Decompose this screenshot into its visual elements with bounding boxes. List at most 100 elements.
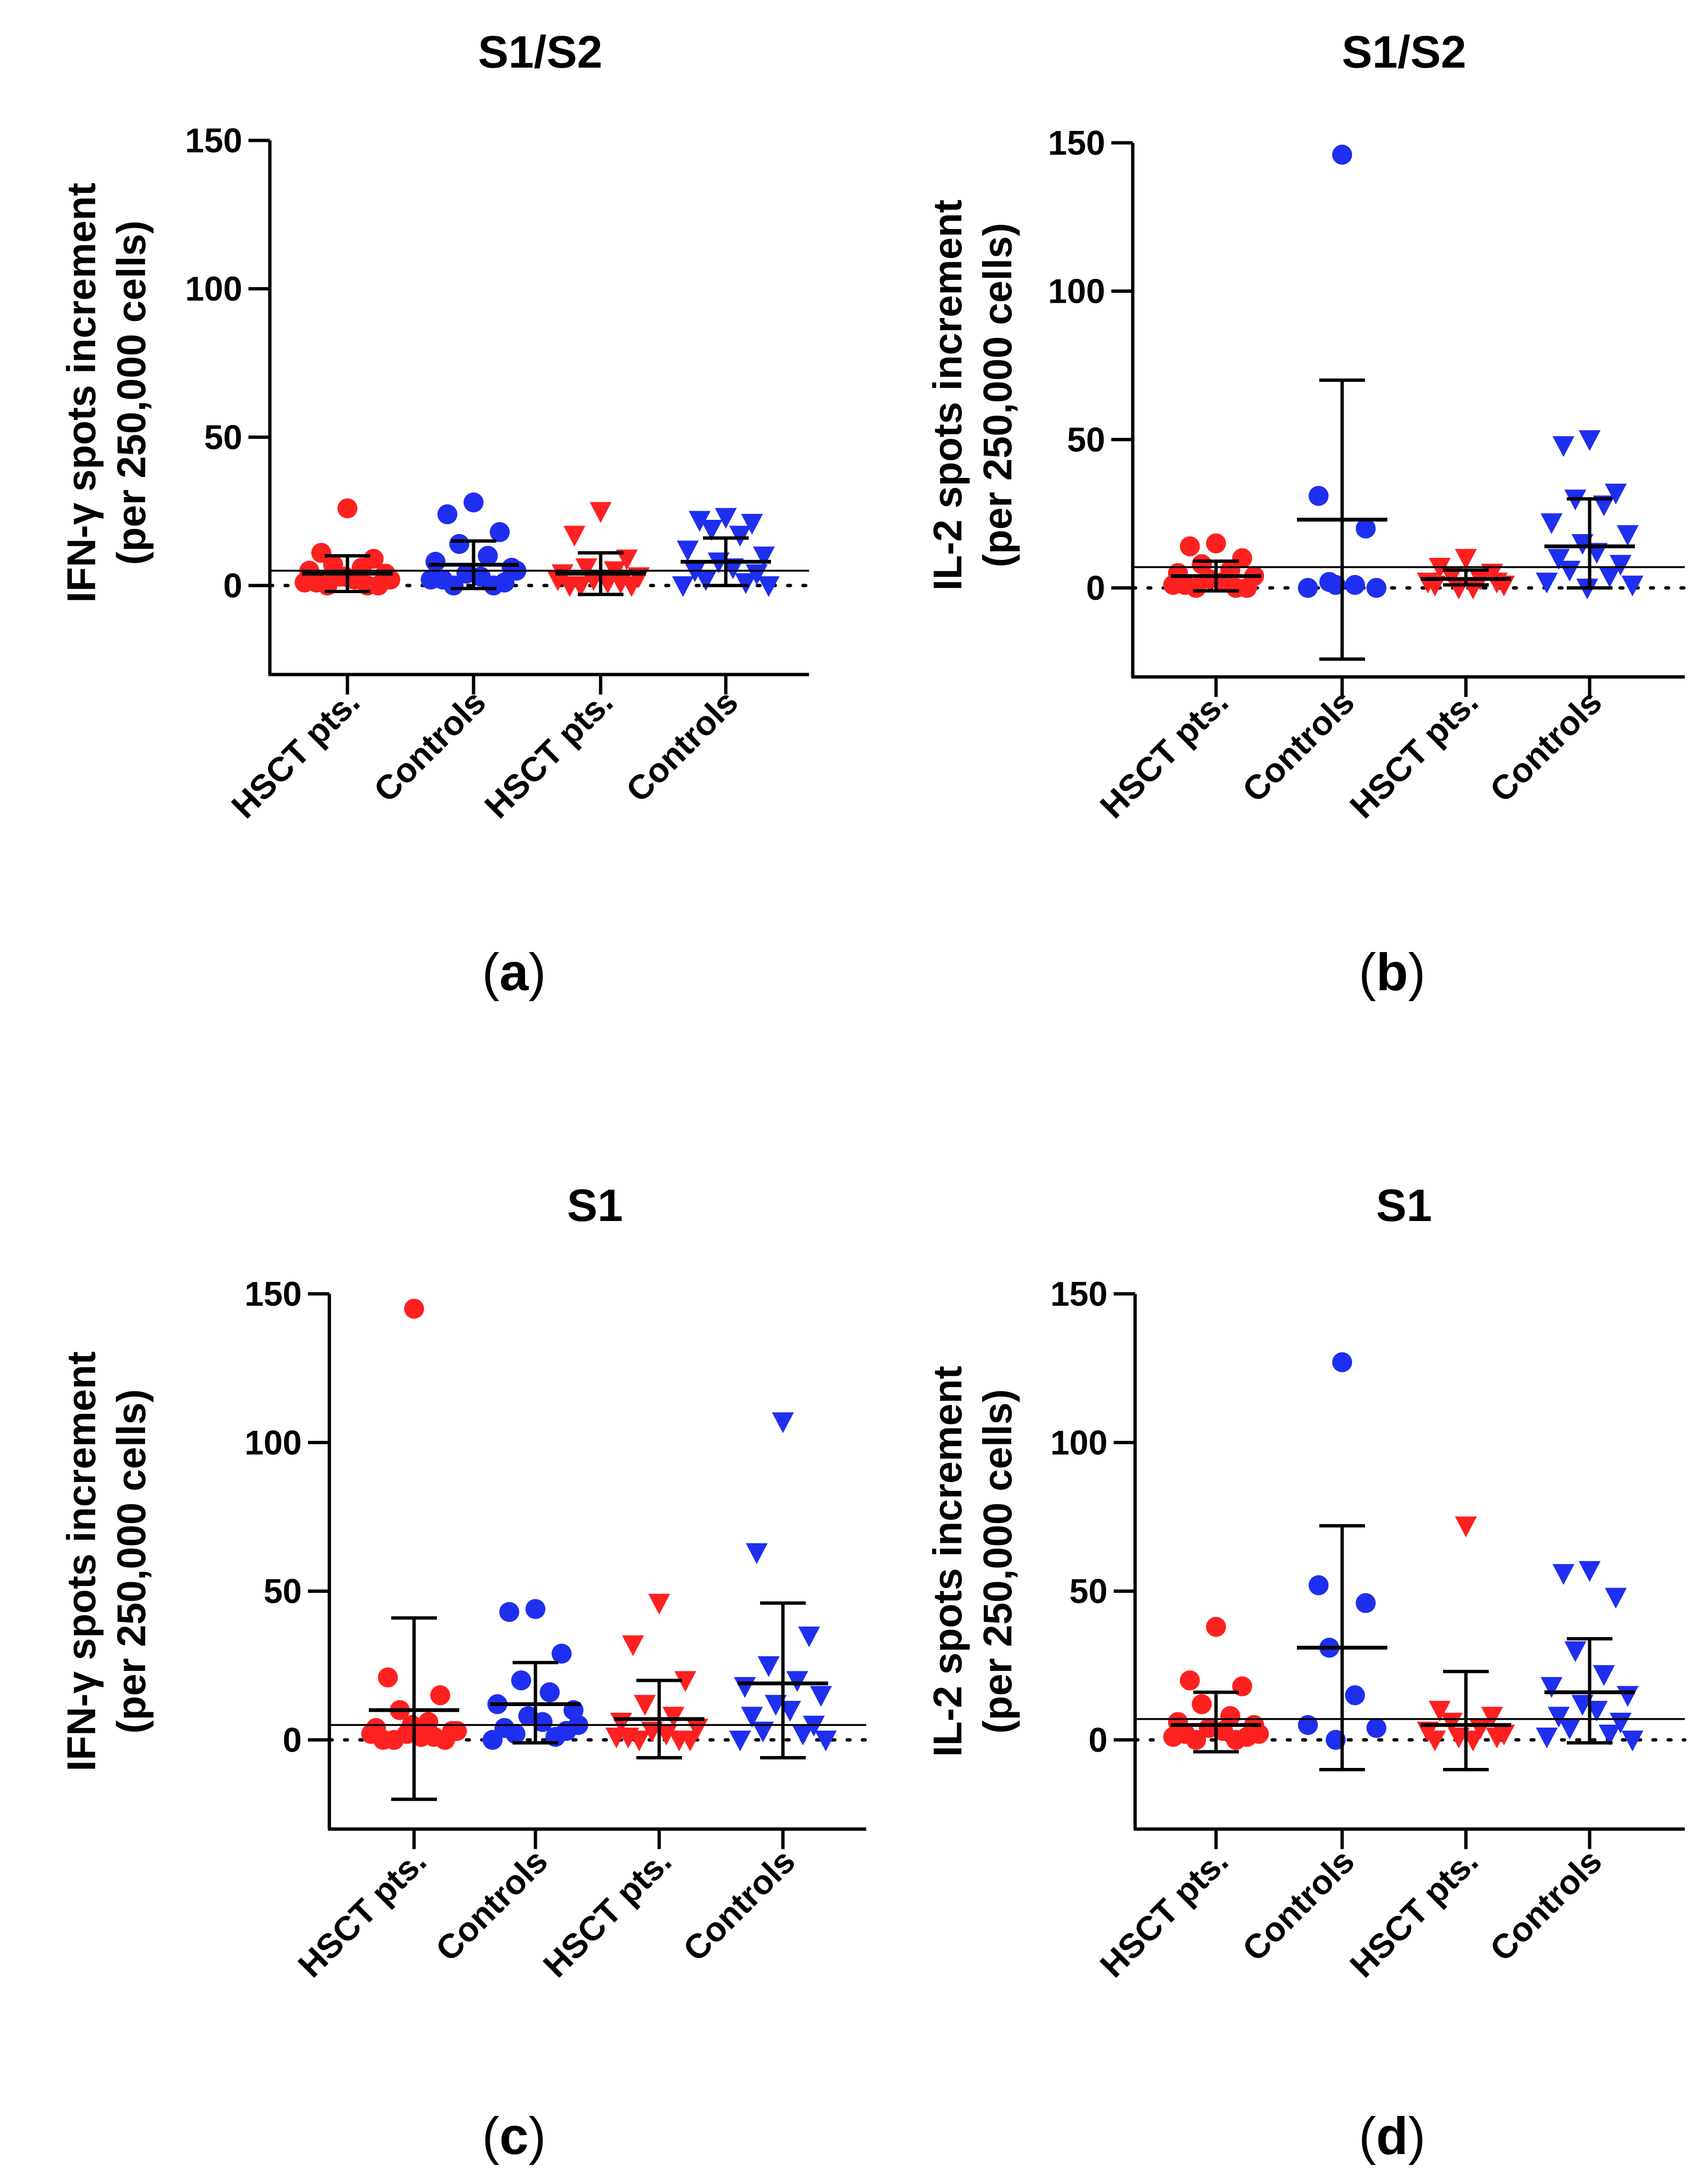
chart-title: S1/S2: [1342, 27, 1466, 78]
data-point: [605, 1727, 627, 1748]
data-point: [1186, 1730, 1206, 1750]
data-point: [1455, 1516, 1477, 1538]
chart-title: S1: [567, 1180, 623, 1231]
x-category-label: HSCT pts.: [224, 683, 367, 826]
data-point: [404, 1299, 424, 1319]
data-point: [672, 576, 694, 597]
data-point: [616, 549, 638, 571]
data-series-1: [361, 1299, 467, 1801]
data-point: [1163, 575, 1183, 595]
y-tick-label: 0: [1086, 569, 1105, 607]
y-tick-label: 150: [245, 1275, 302, 1313]
y-tick-label: 100: [1050, 1424, 1108, 1462]
data-point: [1536, 1727, 1558, 1748]
x-category-label: HSCT pts.: [1343, 683, 1485, 826]
x-category-label: HSCT pts.: [291, 1842, 434, 1985]
data-point: [570, 576, 592, 597]
y-tick-label: 100: [1048, 273, 1105, 311]
data-point: [695, 570, 717, 591]
data-series-1: [1163, 1617, 1269, 1754]
data-point: [1605, 483, 1627, 505]
data-point: [1249, 1724, 1269, 1744]
chart-panel-a: S1/S2 IFN-γ spots increment (per 250,000 c…: [59, 27, 811, 1002]
data-point: [1559, 561, 1581, 582]
data-point: [421, 569, 441, 590]
data-point: [1548, 1707, 1570, 1728]
data-point: [634, 1695, 656, 1716]
data-point: [1220, 1706, 1240, 1727]
x-category-label: HSCT pts.: [1343, 1842, 1485, 1985]
data-point: [1599, 566, 1621, 588]
y-axis-label: IL-2 spots increment: [925, 199, 970, 591]
data-point: [295, 572, 315, 593]
x-category-label: HSCT pts.: [1093, 683, 1236, 826]
data-point: [337, 498, 357, 518]
y-axis-label: IL-2 spots increment: [925, 1366, 970, 1757]
data-point: [622, 1635, 644, 1657]
data-point: [648, 1594, 670, 1615]
data-point: [552, 1643, 572, 1664]
data-series-1: [1163, 533, 1264, 598]
y-axis-label-units: (per 250,000 cells): [109, 1389, 154, 1734]
data-point: [483, 1730, 503, 1750]
data-point: [1610, 1712, 1632, 1734]
y-tick-label: 0: [283, 1721, 302, 1759]
data-point: [715, 508, 737, 529]
data-point: [1206, 1617, 1226, 1637]
data-point: [378, 1667, 398, 1688]
data-point: [1617, 525, 1639, 546]
x-category-label: Controls: [676, 1842, 802, 1969]
data-point: [668, 1730, 690, 1752]
y-axis-label: IFN-γ spots increment: [59, 183, 104, 603]
data-series-3: [1417, 1516, 1515, 1771]
data-point: [1298, 578, 1318, 598]
data-point: [335, 566, 355, 587]
data-point: [1599, 1724, 1621, 1746]
y-tick-label: 100: [245, 1424, 302, 1462]
x-category-label: Controls: [619, 683, 745, 810]
data-point: [684, 561, 706, 582]
data-point: [1553, 436, 1574, 457]
x-category-label: Controls: [366, 683, 493, 810]
panel-letter: (b): [1359, 943, 1425, 1002]
data-point: [772, 1412, 794, 1433]
data-point: [1180, 536, 1200, 556]
chart-panel-c: S1 IFN-γ spots increment (per 250,000 cell…: [59, 1180, 868, 2165]
data-point: [490, 522, 510, 542]
data-series-2: [1297, 1352, 1387, 1771]
data-point: [361, 1724, 381, 1744]
x-category-label: HSCT pts.: [536, 1842, 679, 1985]
data-point: [610, 573, 632, 594]
data-point: [686, 1718, 708, 1740]
data-point: [729, 1730, 751, 1752]
data-point: [540, 1682, 560, 1703]
y-tick-label: 50: [1067, 421, 1105, 459]
panel-letter: (d): [1359, 2107, 1425, 2165]
x-category-label: HSCT pts.: [477, 683, 620, 826]
data-point: [1564, 1641, 1586, 1662]
data-point: [1610, 555, 1632, 576]
data-point: [741, 1707, 763, 1728]
data-point: [734, 1677, 756, 1698]
data-point: [1366, 1718, 1386, 1738]
data-point: [1579, 1561, 1601, 1582]
data-point: [1424, 1730, 1446, 1752]
data-series-2: [483, 1599, 588, 1750]
data-point: [1345, 575, 1365, 595]
data-point: [746, 564, 768, 586]
data-point: [1559, 1718, 1581, 1740]
data-point: [1192, 1694, 1212, 1715]
data-point: [758, 1656, 780, 1677]
data-point: [1622, 576, 1643, 596]
data-point: [1355, 518, 1376, 539]
y-tick-label: 50: [1069, 1573, 1108, 1611]
data-point: [425, 552, 445, 572]
data-point: [810, 1686, 832, 1707]
data-point: [1298, 1715, 1318, 1735]
data-point: [1163, 1727, 1183, 1747]
x-category-label: Controls: [1235, 683, 1362, 810]
data-point: [1226, 1730, 1246, 1750]
data-point: [815, 1730, 837, 1752]
data-point: [1622, 1730, 1643, 1752]
x-category-label: Controls: [428, 1842, 555, 1969]
